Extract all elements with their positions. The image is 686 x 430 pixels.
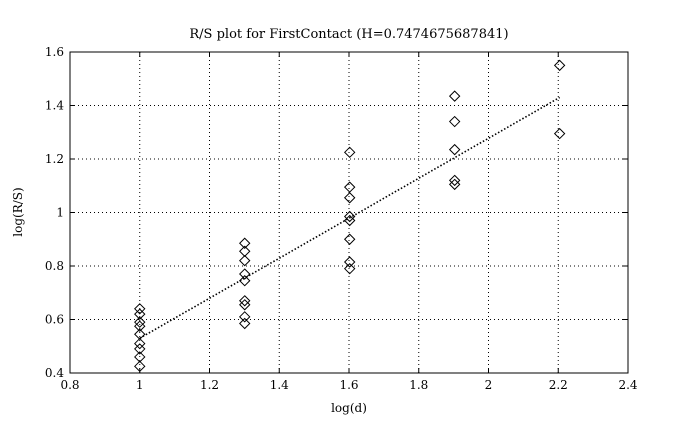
fit-line bbox=[139, 96, 561, 339]
data-point bbox=[448, 178, 461, 191]
data-point bbox=[239, 311, 251, 323]
x-tick-label: 2.4 bbox=[618, 378, 637, 392]
x-tick-label: 1.2 bbox=[200, 378, 219, 392]
data-point bbox=[343, 256, 356, 268]
data-point bbox=[239, 295, 251, 307]
data-point bbox=[448, 143, 461, 156]
data-point bbox=[448, 115, 461, 128]
y-tick-label: 0.4 bbox=[45, 366, 64, 380]
data-point bbox=[343, 233, 356, 245]
y-tick-label: 0.8 bbox=[45, 259, 64, 273]
y-tick-label: 1.6 bbox=[45, 45, 64, 59]
fit-line-group bbox=[139, 96, 561, 339]
data-point bbox=[448, 174, 461, 187]
data-point bbox=[343, 262, 356, 275]
x-tick-label: 1.8 bbox=[409, 378, 428, 392]
data-points bbox=[134, 59, 566, 373]
data-point bbox=[134, 343, 146, 355]
x-tick-label: 0.8 bbox=[60, 378, 79, 392]
y-tick-label: 1 bbox=[56, 206, 64, 220]
data-point bbox=[343, 192, 356, 204]
data-point bbox=[134, 303, 146, 315]
data-point bbox=[343, 214, 356, 227]
data-point bbox=[134, 320, 146, 332]
chart-title: R/S plot for FirstContact (H=0.747467568… bbox=[189, 27, 508, 42]
x-axis-label: log(d) bbox=[331, 401, 367, 415]
data-point bbox=[553, 59, 566, 72]
data-point bbox=[448, 90, 461, 102]
y-tick-label: 1.2 bbox=[45, 152, 64, 166]
x-tick-label: 1.6 bbox=[339, 378, 358, 392]
y-axis-label: log(R/S) bbox=[11, 187, 25, 236]
data-point bbox=[134, 308, 146, 320]
data-point bbox=[134, 316, 146, 328]
x-tick-label: 1 bbox=[136, 378, 144, 392]
data-point bbox=[134, 360, 146, 373]
data-point bbox=[343, 210, 356, 223]
x-tick-label: 1.4 bbox=[270, 378, 289, 392]
data-point bbox=[134, 337, 146, 350]
data-point bbox=[239, 268, 251, 280]
axis-ticks: 0.8 1 1.2 1.4 1.6 1.8 2 2.2 2.4 0.4 0.6 0.8 1 1.2 1.4 1… bbox=[45, 45, 638, 392]
data-point bbox=[239, 299, 251, 311]
data-point bbox=[553, 127, 566, 140]
data-point bbox=[239, 275, 251, 287]
y-tick-label: 0.6 bbox=[45, 313, 64, 327]
data-point bbox=[239, 237, 251, 249]
x-tick-label: 2 bbox=[485, 378, 493, 392]
y-tick-label: 1.4 bbox=[45, 99, 64, 113]
data-point bbox=[239, 317, 251, 330]
x-tick-label: 2.2 bbox=[549, 378, 568, 392]
data-point bbox=[239, 254, 251, 267]
data-point bbox=[343, 146, 356, 159]
